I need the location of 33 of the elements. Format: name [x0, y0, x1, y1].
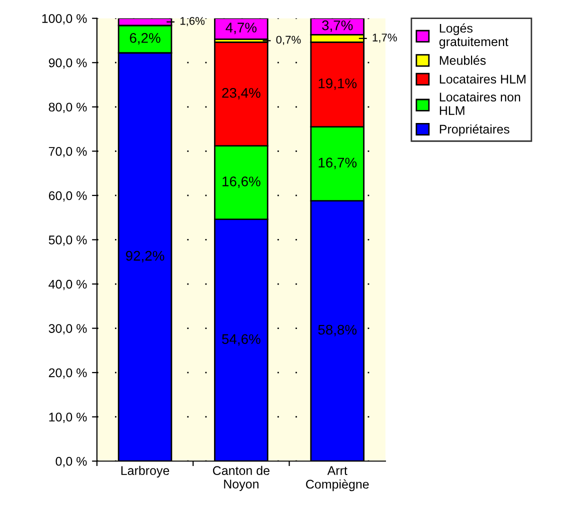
y-tick-label: 20,0 %	[48, 368, 87, 379]
data-label: 54,6%	[222, 334, 260, 346]
data-label: 1,7%	[372, 34, 397, 43]
y-tick-label: 40,0 %	[48, 280, 87, 290]
y-tick-label: 10,0 %	[49, 412, 87, 423]
y-tick-label: 50,0 %	[48, 236, 87, 246]
legend-label: Meublés	[440, 56, 486, 65]
data-label: 6,2%	[130, 33, 160, 45]
legend-label: Logés gratuitement	[439, 23, 508, 49]
data-label: 58,8%	[318, 324, 357, 336]
y-tick-label: 60,0 %	[48, 191, 87, 202]
data-label: 19,1%	[318, 78, 357, 90]
data-label: 3,7%	[322, 20, 353, 32]
y-tick-label: 0,0 %	[56, 456, 87, 468]
y-tick-label: 30,0 %	[48, 324, 87, 334]
legend-label: Propriétaires	[440, 124, 510, 136]
data-label: 23,4%	[222, 88, 260, 100]
data-label: 16,6%	[222, 176, 260, 188]
legend-label: Locataires HLM	[440, 74, 526, 84]
data-label: 16,7%	[318, 158, 357, 170]
y-tick-label: 80,0 %	[48, 102, 87, 114]
data-label: 4,7%	[226, 22, 257, 34]
bar	[214, 18, 268, 40]
y-tick-label: 100,0 %	[42, 14, 87, 24]
y-tick-label: 90,0 %	[48, 58, 87, 69]
x-tick-label: Larbroye	[121, 466, 170, 478]
legend-label: Locataires non HLM	[440, 92, 520, 115]
x-tick-label: Canton de Noyon	[212, 466, 270, 491]
data-label: 1,6%	[180, 16, 205, 26]
data-label: 92,2%	[126, 250, 164, 262]
y-tick-label: 70,0 %	[48, 146, 87, 158]
data-label: 0,7%	[276, 36, 301, 45]
x-tick-label: Arrt Compiègne	[306, 466, 369, 492]
